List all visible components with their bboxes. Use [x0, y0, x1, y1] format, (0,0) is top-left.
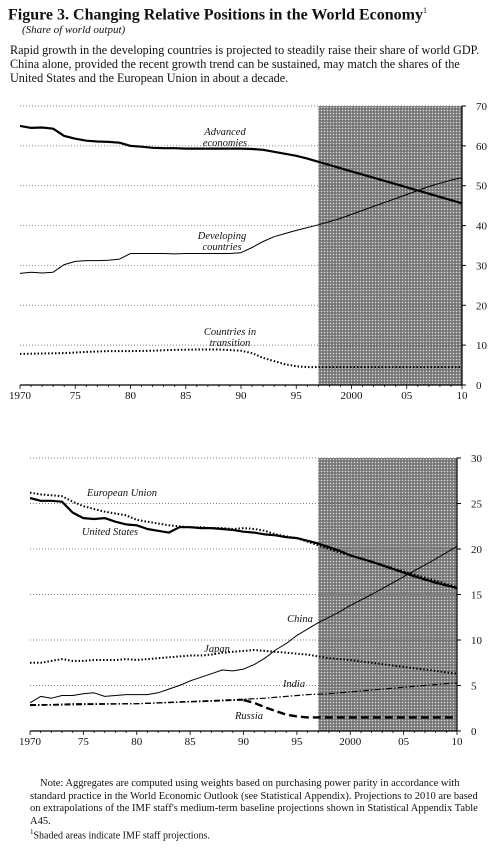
y-tick-label: 25 [471, 499, 483, 511]
x-tick-label: 90 [238, 736, 250, 748]
projection-shade [318, 106, 462, 385]
annotation-line: India [282, 679, 305, 690]
y-tick-label: 20 [476, 300, 488, 312]
x-tick-label: 2000 [339, 736, 362, 748]
series-line-advanced-economies [19, 124, 463, 205]
x-tick-label: 05 [401, 390, 413, 402]
x-tick-label: 80 [125, 390, 137, 402]
annotation-line: Japan [204, 644, 230, 655]
series-line-india [30, 682, 458, 706]
series-line-russia [243, 698, 457, 719]
x-tick-label: 80 [131, 736, 143, 748]
y-tick-label: 0 [471, 726, 477, 738]
x-tick-label: 1970 [19, 736, 42, 748]
annotation-line: countries [202, 242, 241, 253]
annotation-japan: Japan [204, 644, 230, 655]
y-tick-label: 5 [471, 681, 477, 693]
annotation-advanced: Advanced economies [203, 127, 247, 149]
footnote: 1Shaded areas indicate IMF staff project… [30, 828, 210, 841]
note-text: Aggregates are computed using weights ba… [30, 778, 478, 827]
annotation-us: United States [82, 527, 138, 538]
annotation-transition: Countries in transition [204, 327, 256, 349]
x-tick-label: 10 [452, 736, 464, 748]
annotation-line: Countries in [204, 327, 256, 338]
y-tick-label: 0 [476, 380, 482, 392]
x-tick-label: 85 [180, 390, 192, 402]
annotation-line: transition [210, 338, 251, 349]
y-tick-label: 30 [471, 453, 483, 465]
y-tick-label: 20 [471, 544, 483, 556]
x-tick-label: 75 [78, 736, 90, 748]
annotation-line: United States [82, 527, 138, 538]
x-tick-label: 05 [398, 736, 410, 748]
x-tick-label: 95 [291, 736, 303, 748]
series-line-developing-countries [19, 177, 463, 274]
note-block: Note: Aggregates are computed using weig… [30, 778, 486, 828]
series-line-united-states [29, 496, 458, 590]
annotation-line: Russia [234, 711, 263, 722]
figure-subtitle: (Share of world output) [22, 24, 126, 36]
annotation-china: China [287, 614, 313, 625]
chart-world-shares: 0 10 20 30 40 50 60 70 1970 75 80 85 90 95 2000 05 10 Adv… [9, 101, 488, 402]
x-tick-label: 10 [457, 390, 469, 402]
y-tick-label: 40 [476, 221, 488, 233]
figure-title: Figure 3. Changing Relative Positions in… [8, 6, 427, 24]
x-tick-label: 2000 [341, 390, 364, 402]
y-tick-label: 50 [476, 181, 488, 193]
y-tick-label: 60 [476, 141, 488, 153]
x-tick-label: 1970 [9, 390, 32, 402]
title-footnote-mark: 1 [423, 6, 427, 15]
figure-title-text: Figure 3. Changing Relative Positions in… [8, 6, 423, 24]
y-tick-label: 15 [471, 590, 483, 602]
y-tick-label: 10 [476, 340, 488, 352]
footnote-mark: 1 [30, 828, 34, 836]
annotation-india: India [282, 679, 305, 690]
annotation-line: Developing [197, 231, 246, 242]
figure-intro: Rapid growth in the developing countries… [10, 43, 480, 85]
annotation-eu: European Union [86, 488, 157, 499]
annotation-line: economies [203, 138, 247, 149]
note-prefix: Note: [40, 778, 64, 789]
x-tick-label: 95 [291, 390, 303, 402]
series-line-countries-in-transition [19, 348, 462, 369]
annotation-russia: Russia [234, 711, 263, 722]
annotation-line: European Union [86, 488, 157, 499]
y-tick-label: 30 [476, 260, 488, 272]
series-line-china [29, 545, 458, 704]
series-line-russia-early [29, 699, 244, 707]
y-tick-label: 10 [471, 635, 483, 647]
annotation-line: Advanced [203, 127, 246, 138]
y-tick-label: 70 [476, 101, 488, 113]
footnote-text: Shaded areas indicate IMF staff projecti… [33, 830, 210, 842]
annotation-line: China [287, 614, 313, 625]
x-tick-label: 90 [236, 390, 248, 402]
x-tick-label: 85 [185, 736, 197, 748]
annotation-developing: Developing countries [197, 231, 246, 253]
x-tick-label: 75 [70, 390, 82, 402]
